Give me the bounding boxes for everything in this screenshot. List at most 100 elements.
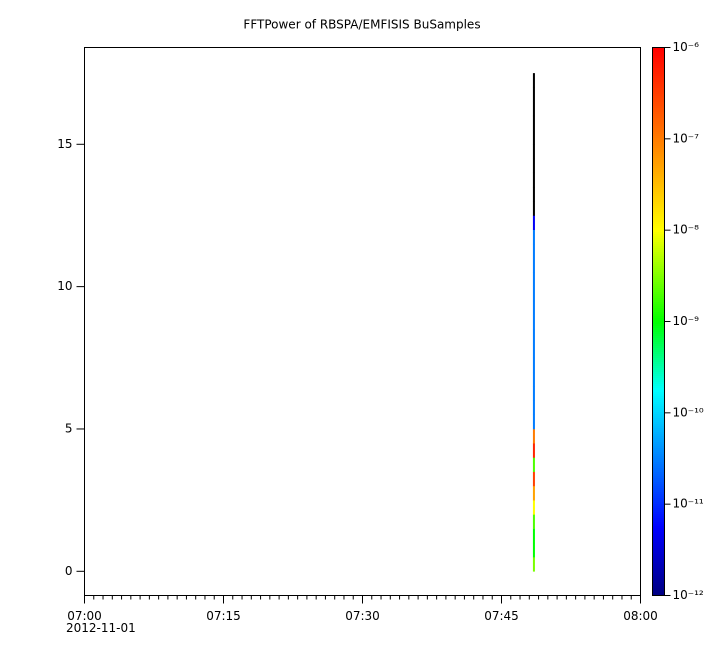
colorbar-cell [652,513,665,516]
colorbar-cell [652,435,665,438]
colorbar-cell [652,131,665,134]
colorbar-cell [652,487,665,490]
colorbar-cell [652,429,665,432]
colorbar-cell [652,171,665,174]
colorbar-tick-label: 10⁻⁷ [673,131,700,145]
colorbar-cell [652,353,665,356]
colorbar-cell [652,315,665,318]
colorbar-cell [652,305,665,308]
spectrogram-cell [532,130,535,145]
colorbar-cell [652,373,665,376]
colorbar-cell [652,413,665,416]
spectrogram-cell [532,172,535,188]
colorbar-cell [652,403,665,406]
colorbar-cell [652,55,665,58]
colorbar-cell [652,265,665,268]
spectrogram-cell [532,300,535,316]
colorbar-cell [652,423,665,426]
plot-frame [84,47,641,596]
colorbar-cell [652,417,665,420]
colorbar-cell [652,559,665,562]
colorbar-cell [652,385,665,388]
colorbar-cell [652,569,665,572]
colorbar-cell [652,551,665,554]
spectrogram-cell [532,528,535,544]
colorbar-cell [652,117,665,120]
colorbar-cell [652,579,665,582]
colorbar-cell [652,287,665,290]
spectrogram-cell [532,485,535,501]
colorbar-cell [652,473,665,476]
colorbar-cell [652,461,665,464]
colorbar-cell [652,199,665,202]
colorbar-cell [652,511,665,514]
colorbar-cell [652,217,665,220]
colorbar-cell [652,479,665,482]
colorbar-cell [652,251,665,254]
spectrogram-cell [532,414,535,430]
colorbar-cell [652,577,665,580]
colorbar-cell [652,129,665,132]
colorbar-cell [652,91,665,94]
colorbar-cell [652,389,665,392]
colorbar-cell [652,449,665,452]
colorbar-cell [652,407,665,410]
y-tick-label: 0 [65,564,73,578]
colorbar-cell [652,191,665,194]
colorbar-cell [652,567,665,570]
colorbar-cell [652,495,665,498]
x-tick-label: 07:30 [345,609,380,623]
colorbar-cell [652,325,665,328]
colorbar-cell [652,181,665,184]
colorbar-cell [652,439,665,442]
colorbar-cell [652,553,665,556]
colorbar-cell [652,207,665,210]
colorbar-tick-label: 10⁻⁹ [673,314,700,328]
colorbar-cell [652,267,665,270]
colorbar-cell [652,75,665,78]
colorbar-tick-label: 10⁻⁸ [673,223,700,237]
colorbar-cell [652,225,665,228]
colorbar-cell [652,485,665,488]
colorbar-cell [652,507,665,510]
spectrogram-cell [532,329,535,344]
colorbar-cell [652,563,665,566]
spectrogram-cell [532,315,535,330]
colorbar-cell [652,149,665,152]
colorbar-cell [652,581,665,584]
colorbar-cell [652,515,665,518]
colorbar-cell [652,341,665,344]
colorbar-cell [652,409,665,412]
colorbar-cell [652,123,665,126]
spectrogram-cell [532,400,535,416]
colorbar-cell [652,169,665,172]
colorbar-cell [652,197,665,200]
colorbar-cell [652,445,665,448]
colorbar-cell [652,333,665,336]
spectrogram-cell [532,201,535,216]
spectrogram-cell [532,115,535,131]
colorbar-cell [652,401,665,404]
colorbar-cell [652,145,665,148]
colorbar-cell [652,499,665,502]
spectrogram-cell [532,542,535,558]
colorbar-cell [652,533,665,536]
colorbar-cell [652,455,665,458]
colorbar-cell [652,83,665,86]
colorbar-cell [652,589,665,592]
colorbar-cell [652,367,665,370]
colorbar-cell [652,161,665,164]
colorbar-cell [652,299,665,302]
colorbar-cell [652,173,665,176]
colorbar-cell [652,355,665,358]
colorbar-cell [652,545,665,548]
colorbar-cell [652,79,665,82]
spectrogram-cell [532,557,535,572]
colorbar-cell [652,337,665,340]
spectrogram-cell [532,186,535,202]
colorbar-cell [652,397,665,400]
colorbar-cell [652,143,665,146]
colorbar-cell [652,505,665,508]
colorbar-cell [652,431,665,434]
